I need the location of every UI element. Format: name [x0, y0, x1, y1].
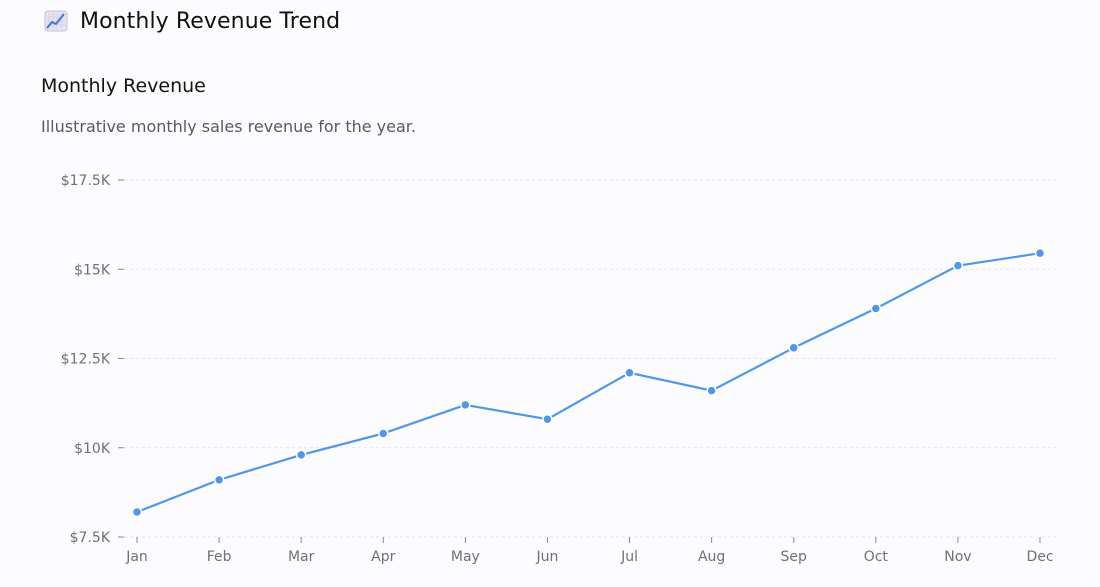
x-tick-label: Mar — [288, 549, 315, 565]
data-point[interactable] — [952, 260, 964, 271]
data-point[interactable] — [542, 413, 553, 425]
revenue-series-line — [135, 252, 1042, 514]
x-tick-label: Apr — [371, 549, 395, 565]
y-tick-label: $17.5K — [61, 173, 111, 189]
x-tick-label: Nov — [944, 549, 971, 565]
x-tick-label: Feb — [207, 549, 232, 565]
data-point[interactable] — [870, 303, 882, 314]
app-header: Monthly Revenue Trend — [44, 6, 340, 36]
x-tick-label: Dec — [1026, 549, 1053, 565]
data-point[interactable] — [1034, 247, 1046, 259]
data-point[interactable] — [213, 474, 225, 486]
x-tick-label: Aug — [698, 549, 725, 565]
app-title: Monthly Revenue Trend — [80, 8, 341, 34]
x-tick-label: Sep — [781, 549, 808, 565]
y-tick-label: $12.5K — [61, 352, 111, 368]
chart-card-title: Monthly Revenue — [41, 75, 206, 97]
x-tick-label: Jul — [620, 549, 638, 565]
y-tick-label: $15K — [74, 262, 111, 278]
data-point[interactable] — [295, 449, 307, 461]
x-tick-label: Jan — [125, 549, 148, 565]
x-tick-label: Oct — [864, 549, 889, 565]
data-point[interactable] — [378, 428, 389, 439]
data-point[interactable] — [788, 342, 799, 354]
data-point[interactable] — [131, 506, 143, 518]
data-point[interactable] — [460, 399, 471, 411]
y-tick-label: $10K — [74, 441, 111, 457]
chart-increasing-icon — [44, 9, 68, 33]
x-tick-label: Jun — [536, 549, 559, 565]
chart-card-description: Illustrative monthly sales revenue for t… — [41, 117, 416, 136]
data-point[interactable] — [706, 385, 717, 396]
x-tick-label: May — [451, 549, 480, 565]
y-tick-label: $7.5K — [70, 530, 111, 546]
data-point[interactable] — [624, 367, 635, 379]
